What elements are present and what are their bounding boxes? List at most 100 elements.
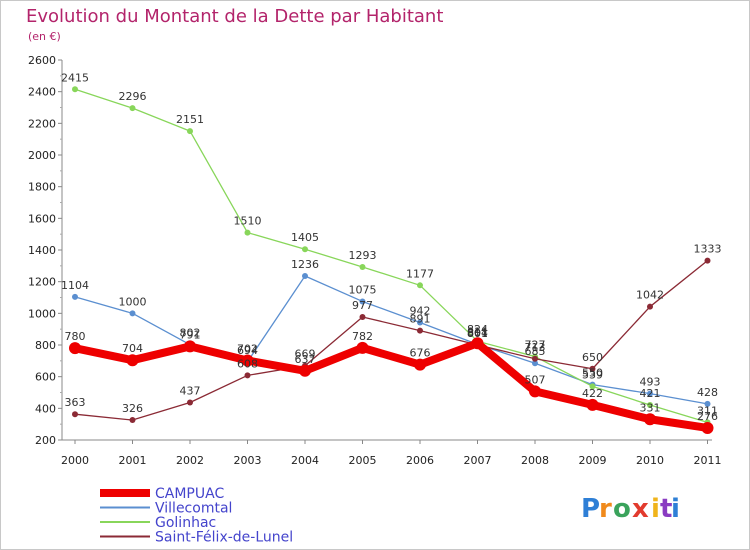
legend-label: Saint-Félix-de-Lunel — [155, 530, 293, 546]
data-point-saint-f-lix-de-lunel — [359, 313, 366, 320]
data-label-golinhac: 1510 — [234, 215, 262, 228]
data-point-saint-f-lix-de-lunel — [532, 355, 538, 362]
data-point-saint-f-lix-de-lunel — [589, 365, 596, 372]
data-label-villecomtal: 685 — [525, 345, 546, 358]
y-tick-label: 200 — [35, 434, 56, 447]
data-point-golinhac — [359, 263, 366, 270]
data-point-villecomtal — [532, 360, 538, 367]
data-point-campuac — [644, 413, 656, 426]
x-tick-label: 2008 — [521, 454, 549, 467]
x-tick-label: 2005 — [349, 454, 377, 467]
y-tick-label: 2400 — [28, 86, 56, 99]
data-point-campuac — [299, 364, 311, 377]
y-tick-label: 1200 — [28, 276, 56, 289]
axes: 200 400 600 800 1000 1200 1400 1600 1800 2000 2200… — [28, 54, 722, 467]
x-tick-label: 2004 — [291, 454, 319, 467]
data-label-saint-f-lix-de-lunel: 977 — [352, 299, 373, 312]
data-point-villecomtal — [417, 319, 423, 326]
legend-label: CAMPUAC — [155, 486, 224, 502]
data-label-villecomtal: 550 — [582, 367, 603, 380]
data-label-saint-f-lix-de-lunel: 326 — [122, 402, 143, 415]
proxiti-logo: Pr o x i ti — [581, 494, 680, 524]
data-point-campuac — [586, 398, 599, 411]
data-label-villecomtal: 1000 — [119, 295, 147, 308]
logo-letter: t — [660, 494, 672, 524]
data-label-villecomtal: 1075 — [349, 283, 377, 296]
data-point-campuac — [126, 354, 139, 367]
logo-letter: x — [632, 494, 649, 524]
data-label-campuac: 637 — [295, 353, 316, 366]
series-layer — [69, 86, 714, 434]
data-label-golinhac: 2296 — [119, 90, 147, 103]
data-label-campuac: 331 — [640, 401, 661, 414]
data-label-villecomtal: 804 — [467, 326, 488, 339]
data-point-golinhac — [647, 402, 653, 409]
data-label-campuac: 782 — [352, 330, 373, 343]
data-point-golinhac — [244, 229, 251, 236]
y-tick-label: 1600 — [28, 212, 56, 225]
data-label-saint-f-lix-de-lunel: 608 — [237, 357, 258, 370]
logo-letter: o — [613, 494, 631, 524]
data-label-saint-f-lix-de-lunel: 891 — [410, 313, 431, 326]
y-tick-label: 1800 — [28, 181, 56, 194]
data-label-golinhac: 1405 — [291, 231, 319, 244]
x-tick-label: 2009 — [579, 454, 607, 467]
data-label-saint-f-lix-de-lunel: 713 — [525, 341, 546, 354]
data-point-golinhac — [129, 105, 136, 112]
data-point-saint-f-lix-de-lunel — [704, 257, 711, 264]
data-point-campuac — [69, 342, 81, 355]
data-label-golinhac: 2415 — [61, 71, 89, 84]
data-point-golinhac — [417, 282, 423, 289]
y-tick-label: 2200 — [28, 117, 56, 130]
data-point-villecomtal — [647, 390, 653, 397]
y-tick-label: 400 — [35, 402, 56, 415]
data-point-campuac — [529, 385, 541, 398]
series-line-villecomtal — [74, 275, 709, 405]
logo-letter: P — [581, 494, 600, 524]
data-point-campuac — [241, 354, 254, 367]
legend-label: Golinhac — [155, 515, 216, 531]
data-point-campuac — [356, 341, 369, 354]
x-tick-label: 2003 — [234, 454, 262, 467]
y-tick-label: 800 — [35, 339, 56, 352]
logo-letter: r — [599, 494, 612, 524]
x-tick-label: 2001 — [119, 454, 147, 467]
legend: CAMPUACVillecomtalGolinhacSaint-Félix-de… — [100, 486, 293, 546]
data-label-golinhac: 2151 — [176, 113, 204, 126]
data-label-villecomtal: 694 — [237, 344, 258, 357]
data-point-golinhac — [589, 383, 596, 390]
data-point-villecomtal — [72, 293, 78, 300]
chart-title: Evolution du Montant de la Dette par Hab… — [26, 6, 443, 27]
data-label-golinhac: 539 — [582, 368, 603, 381]
data-label-villecomtal: 1236 — [291, 258, 319, 271]
data-label-villecomtal: 493 — [640, 376, 661, 389]
series-line-campuac — [71, 339, 712, 432]
data-point-villecomtal — [129, 310, 136, 317]
y-tick-label: 2600 — [28, 54, 56, 67]
data-label-villecomtal: 942 — [410, 305, 431, 318]
x-tick-label: 2006 — [406, 454, 434, 467]
data-point-saint-f-lix-de-lunel — [187, 399, 193, 406]
data-point-villecomtal — [302, 272, 308, 279]
chart-subtitle: (en €) — [28, 30, 61, 43]
data-label-campuac: 811 — [467, 325, 488, 338]
y-tick-label: 2000 — [28, 149, 56, 162]
data-label-saint-f-lix-de-lunel: 1042 — [636, 289, 664, 302]
x-tick-label: 2002 — [176, 454, 204, 467]
data-point-saint-f-lix-de-lunel — [244, 372, 251, 379]
data-label-golinhac: 1293 — [349, 249, 377, 262]
x-tick-label: 2007 — [464, 454, 492, 467]
data-label-saint-f-lix-de-lunel: 363 — [65, 396, 86, 409]
x-tick-label: 2011 — [694, 454, 722, 467]
data-label-saint-f-lix-de-lunel: 669 — [295, 348, 316, 361]
data-label-saint-f-lix-de-lunel: 1333 — [694, 243, 722, 256]
logo-letter: i — [651, 494, 660, 524]
x-tick-label: 2000 — [61, 454, 89, 467]
data-label-golinhac: 1177 — [406, 267, 434, 280]
data-label-campuac: 704 — [122, 342, 143, 355]
data-point-saint-f-lix-de-lunel — [417, 327, 423, 334]
data-label-campuac: 276 — [697, 410, 718, 423]
data-label-saint-f-lix-de-lunel: 650 — [582, 351, 603, 364]
data-label-saint-f-lix-de-lunel: 437 — [180, 384, 201, 397]
